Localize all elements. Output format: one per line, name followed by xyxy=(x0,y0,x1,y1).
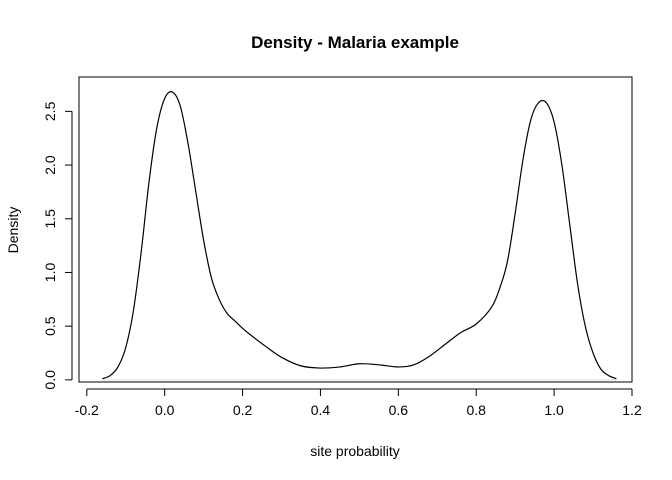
y-axis: 0.0 0.5 1.0 1.5 2.0 2.5 xyxy=(42,101,73,390)
x-tick-label: 1.0 xyxy=(544,402,564,418)
x-tick-label: 0.8 xyxy=(466,402,486,418)
chart-title: Density - Malaria example xyxy=(251,33,459,52)
x-axis: -0.2 0.0 0.2 0.4 0.6 0.8 1.0 1.2 xyxy=(75,388,642,418)
density-curve xyxy=(102,91,617,380)
x-tick-label: 0.6 xyxy=(389,402,409,418)
x-axis-label: site probability xyxy=(310,443,400,459)
y-tick-label: 2.0 xyxy=(42,155,58,175)
y-axis-label: Density xyxy=(5,207,21,254)
x-tick-label: 0.0 xyxy=(155,402,175,418)
y-tick-label: 2.5 xyxy=(42,101,58,121)
x-tick-label: 0.4 xyxy=(311,402,331,418)
y-tick-label: 1.0 xyxy=(42,263,58,283)
x-tick-label: 1.2 xyxy=(622,402,642,418)
x-tick-label: 0.2 xyxy=(233,402,253,418)
x-tick-label: -0.2 xyxy=(75,402,99,418)
y-tick-label: 1.5 xyxy=(42,209,58,229)
y-tick-label: 0.0 xyxy=(42,370,58,390)
y-tick-label: 0.5 xyxy=(42,316,58,336)
plot-box xyxy=(78,76,633,383)
